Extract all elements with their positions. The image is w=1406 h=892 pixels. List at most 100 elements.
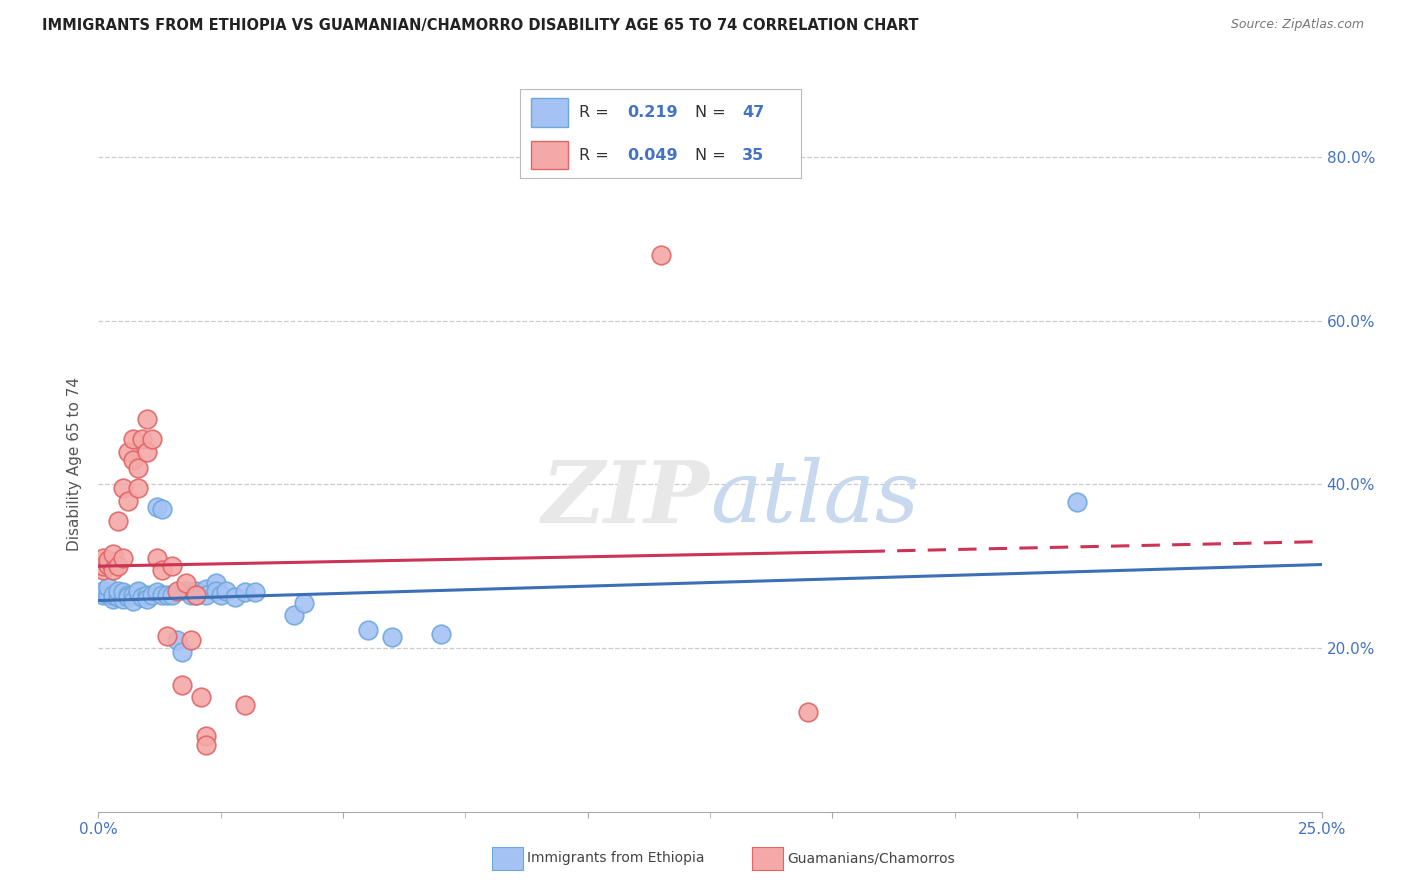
Point (91, 563, 114, 577)
Point (127, 585, 149, 599)
Point (186, 588, 208, 602)
Point (136, 412, 159, 426)
Point (176, 575, 198, 590)
Point (150, 563, 173, 577)
Point (233, 585, 256, 599)
Text: atlas: atlas (710, 458, 920, 540)
Text: ZIP: ZIP (543, 457, 710, 541)
Point (180, 632, 202, 647)
Point (111, 551, 134, 566)
Point (91, 588, 114, 602)
Point (97, 580, 120, 594)
Point (381, 631, 404, 645)
Point (91, 551, 114, 566)
Point (107, 583, 129, 598)
Point (356, 623, 378, 637)
Point (195, 729, 218, 743)
Point (121, 452, 143, 467)
Y-axis label: Disability Age 65 to 74: Disability Age 65 to 74 (67, 376, 83, 551)
Point (121, 432, 143, 446)
Point (243, 585, 266, 599)
Point (195, 738, 218, 752)
Text: IMMIGRANTS FROM ETHIOPIA VS GUAMANIAN/CHAMORRO DISABILITY AGE 65 TO 74 CORRELATI: IMMIGRANTS FROM ETHIOPIA VS GUAMANIAN/CH… (42, 18, 918, 33)
Text: R =: R = (579, 105, 609, 120)
Point (127, 583, 149, 598)
Text: 47: 47 (742, 105, 765, 120)
Point (107, 559, 129, 574)
Point (107, 591, 129, 605)
Point (209, 588, 232, 602)
Point (160, 559, 183, 574)
Point (1066, 495, 1088, 509)
FancyBboxPatch shape (531, 98, 568, 127)
Point (111, 482, 134, 496)
Point (121, 588, 143, 602)
Point (205, 583, 228, 598)
Point (214, 583, 236, 598)
Point (97, 552, 120, 566)
Point (156, 588, 179, 602)
Text: N =: N = (695, 105, 725, 120)
Point (107, 514, 129, 528)
Point (127, 482, 149, 496)
Text: Source: ZipAtlas.com: Source: ZipAtlas.com (1230, 18, 1364, 31)
Point (117, 493, 139, 508)
Point (186, 588, 208, 602)
Text: 0.219: 0.219 (627, 105, 678, 120)
Point (195, 582, 218, 596)
Text: N =: N = (695, 148, 725, 162)
Point (224, 591, 246, 605)
Point (131, 591, 153, 605)
Point (180, 588, 202, 602)
Point (150, 501, 173, 516)
Point (111, 585, 134, 599)
Point (136, 591, 159, 606)
Point (101, 547, 124, 561)
Point (117, 591, 139, 605)
Text: R =: R = (579, 148, 609, 162)
Point (127, 461, 149, 475)
Point (136, 444, 159, 458)
Point (292, 596, 315, 610)
Point (97, 588, 120, 602)
Point (156, 629, 179, 643)
Text: Guamanians/Chamorros: Guamanians/Chamorros (787, 851, 955, 865)
Point (141, 588, 163, 602)
Point (430, 627, 453, 641)
Point (170, 645, 193, 659)
Point (141, 432, 163, 446)
Point (176, 583, 198, 598)
Point (170, 678, 193, 692)
Point (146, 500, 169, 515)
Point (205, 575, 228, 590)
Point (150, 588, 173, 602)
Point (146, 551, 169, 566)
Point (190, 690, 212, 705)
Point (101, 563, 124, 577)
Point (650, 248, 672, 262)
Point (166, 583, 188, 598)
FancyBboxPatch shape (531, 141, 568, 169)
Point (283, 608, 305, 623)
Point (117, 588, 139, 602)
Point (233, 698, 256, 713)
Point (195, 588, 218, 602)
Point (146, 585, 169, 599)
Text: 0.049: 0.049 (627, 148, 678, 162)
Point (101, 591, 124, 606)
Point (797, 705, 820, 719)
Point (131, 432, 153, 446)
Text: 35: 35 (742, 148, 765, 162)
Point (136, 588, 159, 602)
Point (121, 593, 143, 607)
Point (111, 591, 134, 606)
Text: Immigrants from Ethiopia: Immigrants from Ethiopia (527, 851, 704, 865)
Point (160, 588, 183, 602)
Point (97, 558, 120, 572)
Point (117, 444, 139, 458)
Point (91, 559, 114, 574)
Point (166, 632, 188, 647)
Point (91, 583, 114, 598)
Point (186, 583, 208, 598)
Point (101, 588, 124, 602)
